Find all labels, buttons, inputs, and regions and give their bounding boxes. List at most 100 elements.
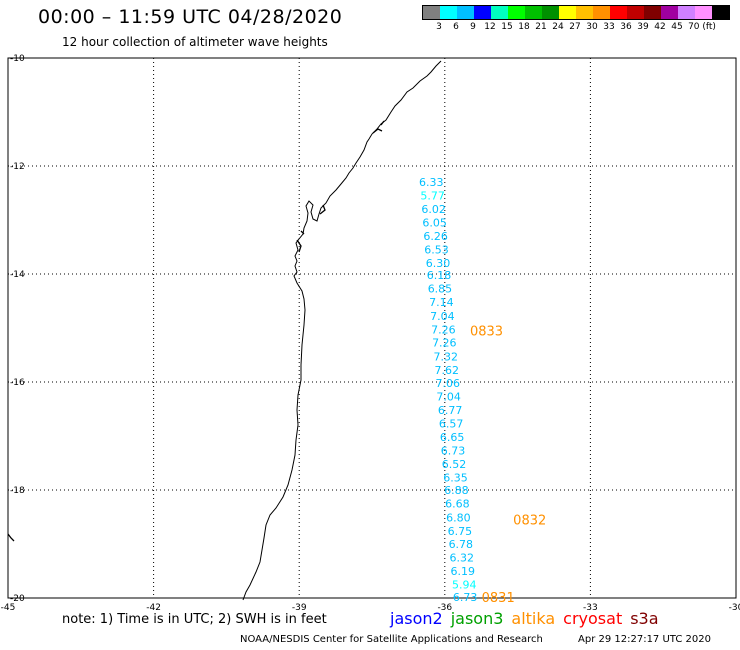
- wave-height-value: 6.35: [443, 472, 468, 485]
- legend-label: 6: [453, 22, 459, 32]
- legend-label: 33: [603, 22, 615, 32]
- legend-label: 42: [654, 22, 666, 32]
- legend-label: 30: [586, 22, 598, 32]
- wave-height-value: 6.68: [445, 498, 470, 511]
- legend-swatch: [644, 6, 661, 19]
- legend-label: 39: [637, 22, 649, 32]
- color-legend: 3 6 9 12 15 18 21 24 27 30 33 36 39 42 45 70 (ft): [422, 5, 730, 34]
- legend-swatch: [695, 6, 712, 19]
- lat-tick-label: -10: [10, 54, 25, 64]
- pass-time-labels: 0833 0832 0831: [470, 325, 546, 606]
- lat-tick-label: -14: [10, 270, 25, 280]
- wave-height-value: 6.32: [450, 552, 475, 565]
- legend-label: 21: [535, 22, 547, 32]
- legend-labels: 3 6 9 12 15 18 21 24 27 30 33 36 39 42 45 70 (ft): [422, 20, 730, 34]
- wave-height-value: 6.88: [444, 484, 469, 497]
- wave-height-value: 6.77: [438, 404, 463, 417]
- wave-height-value: 6.80: [446, 512, 471, 525]
- wave-height-value: 7.32: [434, 351, 459, 364]
- wave-height-value: 6.18: [427, 269, 452, 282]
- legend-label: 9: [470, 22, 476, 32]
- legend-label: 18: [518, 22, 530, 32]
- coastline: [242, 60, 442, 601]
- legend-swatch: [508, 6, 525, 19]
- satellite-name: jason3: [450, 609, 504, 628]
- pass-time-label: 0832: [513, 514, 546, 529]
- map-title: 00:00 – 11:59 UTC 04/28/2020: [38, 6, 343, 28]
- legend-swatch: [491, 6, 508, 19]
- map-subtitle: 12 hour collection of altimeter wave hei…: [62, 35, 328, 49]
- wave-height-value: 6.52: [442, 458, 467, 471]
- legend-label: 27: [569, 22, 581, 32]
- wave-height-value: 7.06: [435, 377, 460, 390]
- wave-height-value: 6.02: [421, 203, 446, 216]
- legend-label: 24: [552, 22, 564, 32]
- legend-label: 70 (ft): [688, 22, 716, 32]
- legend-label: 12: [484, 22, 496, 32]
- wave-height-value: 6.78: [449, 538, 474, 551]
- satellite-name: s3a: [630, 609, 659, 628]
- wave-height-value: 7.26: [431, 324, 456, 337]
- wave-height-value: 6.75: [448, 525, 473, 538]
- pass-time-label: 0831: [482, 591, 515, 606]
- legend-swatch: [661, 6, 678, 19]
- legend-label: 45: [671, 22, 683, 32]
- wave-height-values: 6.335.776.026.056.266.536.306.186.857.14…: [419, 176, 477, 604]
- wave-height-value: 6.73: [441, 445, 466, 458]
- wave-height-value: 6.65: [440, 431, 465, 444]
- legend-swatch: [559, 6, 576, 19]
- legend-swatch: [576, 6, 593, 19]
- legend-label: 36: [620, 22, 632, 32]
- wave-height-value: 6.57: [439, 418, 464, 431]
- legend-swatch: [525, 6, 542, 19]
- satellite-legend: jason2 jason3 altika cryosat s3a: [390, 609, 667, 628]
- satellite-name: cryosat: [563, 609, 623, 628]
- credit-line: NOAA/NESDIS Center for Satellite Applica…: [240, 634, 543, 645]
- map-grid: -45 -42 -39 -36 -33 -30 -10 -12 -14 -16 -18 -20: [1, 54, 740, 613]
- legend-swatches: [422, 5, 730, 20]
- legend-swatch: [457, 6, 474, 19]
- pass-time-label: 0833: [470, 325, 503, 340]
- lon-tick-label: -30: [729, 603, 740, 613]
- wave-height-value: 6.53: [424, 244, 449, 257]
- lon-tick-label: -36: [437, 603, 452, 613]
- legend-label: 3: [436, 22, 442, 32]
- legend-label: 15: [501, 22, 513, 32]
- legend-swatch: [542, 6, 559, 19]
- wave-height-value: 6.30: [426, 257, 451, 270]
- lon-tick-label: -45: [1, 603, 16, 613]
- wave-height-value: 6.73: [453, 591, 478, 604]
- lat-tick-label: -18: [10, 486, 25, 496]
- legend-swatch: [610, 6, 627, 19]
- legend-swatch: [593, 6, 610, 19]
- coastline-islands: [7, 120, 385, 542]
- legend-swatch: [712, 6, 729, 19]
- generated-timestamp: Apr 29 12:27:17 UTC 2020: [578, 634, 711, 645]
- wave-height-value: 7.04: [430, 310, 455, 323]
- footer-note: note: 1) Time is in UTC; 2) SWH is in fe…: [62, 612, 327, 627]
- legend-swatch: [440, 6, 457, 19]
- legend-swatch: [678, 6, 695, 19]
- wave-height-value: 5.94: [452, 579, 477, 592]
- wave-height-value: 6.85: [428, 283, 453, 296]
- legend-swatch: [474, 6, 491, 19]
- lon-tick-label: -42: [146, 603, 161, 613]
- satellite-name: altika: [511, 609, 556, 628]
- legend-swatch: [423, 6, 440, 19]
- wave-height-value: 5.77: [420, 190, 445, 203]
- wave-height-value: 6.05: [422, 217, 447, 230]
- lon-tick-label: -33: [583, 603, 598, 613]
- wave-height-value: 6.26: [423, 230, 448, 243]
- legend-swatch: [627, 6, 644, 19]
- satellite-name: jason2: [390, 609, 443, 628]
- wave-height-value: 7.62: [434, 364, 459, 377]
- wave-height-value: 7.26: [432, 337, 457, 350]
- lon-tick-label: -39: [292, 603, 307, 613]
- wave-height-value: 7.14: [429, 296, 454, 309]
- wave-height-value: 6.19: [451, 565, 476, 578]
- lat-tick-label: -12: [10, 162, 25, 172]
- lat-tick-label: -20: [10, 594, 25, 604]
- map-frame: [7, 57, 737, 599]
- lat-tick-label: -16: [10, 378, 25, 388]
